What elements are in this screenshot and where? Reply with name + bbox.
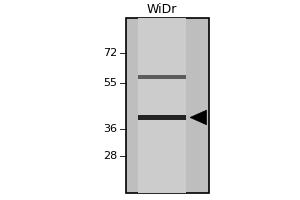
Bar — [138, 115, 186, 120]
Bar — [126, 18, 209, 193]
Text: 55: 55 — [103, 78, 117, 88]
Polygon shape — [190, 110, 206, 125]
Bar — [138, 75, 186, 79]
Text: WiDr: WiDr — [147, 3, 177, 16]
Bar — [138, 18, 186, 193]
Text: 72: 72 — [103, 48, 117, 58]
Text: 28: 28 — [103, 151, 117, 161]
Text: 36: 36 — [103, 124, 117, 134]
